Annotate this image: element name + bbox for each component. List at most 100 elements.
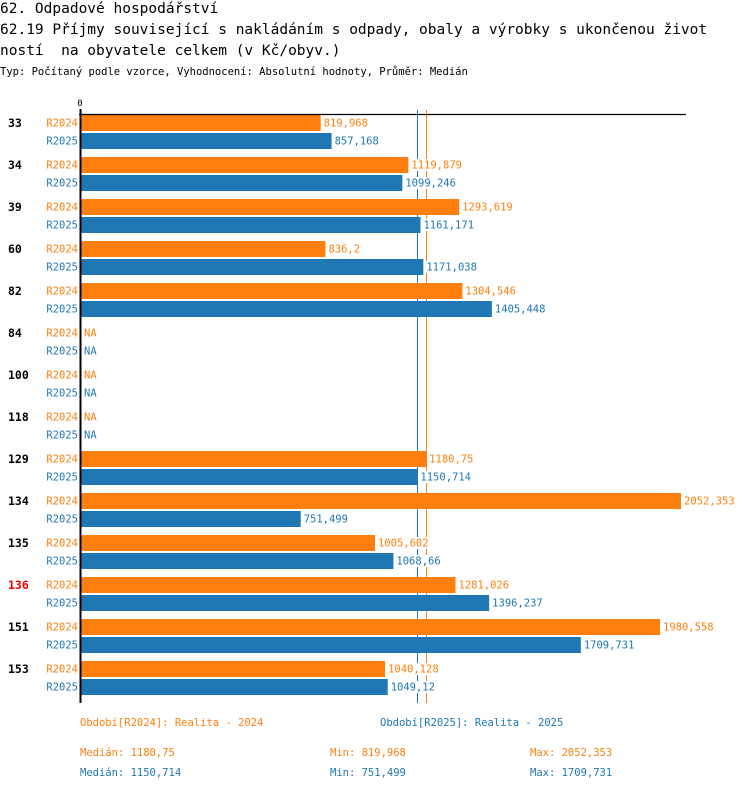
bar-r2025 <box>81 553 394 569</box>
value-label: 1709,731 <box>584 640 635 652</box>
series-label: R2024 <box>46 538 78 550</box>
value-label-bg <box>582 639 637 651</box>
value-label: 1049,12 <box>391 682 435 694</box>
bar-r2024 <box>81 115 321 131</box>
bar-r2025 <box>81 301 492 317</box>
value-label: 1293,619 <box>462 202 513 214</box>
value-label: 1171,038 <box>426 262 477 274</box>
bar-r2025 <box>81 133 332 149</box>
bar-r2024 <box>81 493 681 509</box>
series-label: R2025 <box>46 178 78 190</box>
value-label-na: NA <box>84 370 97 382</box>
value-label: 1980,558 <box>663 622 714 634</box>
stat-r2025-max: Max: 1709,731 <box>530 767 613 779</box>
value-label: 1040,128 <box>388 664 439 676</box>
category-label: 34 <box>8 158 22 172</box>
bar-r2024 <box>81 661 386 677</box>
value-label: 2052,353 <box>684 496 735 508</box>
value-label-bg <box>464 285 518 297</box>
bar-r2025 <box>81 637 581 653</box>
value-label: 1180,75 <box>429 454 473 466</box>
bar-r2024 <box>81 451 427 467</box>
series-label: R2025 <box>46 472 78 484</box>
stat-r2024-max: Max: 2052,353 <box>530 747 613 759</box>
series-label: R2025 <box>46 262 78 274</box>
bar-r2024 <box>81 199 460 215</box>
value-label-bg <box>302 513 350 525</box>
bar-r2025 <box>81 511 301 527</box>
value-label-na: NA <box>84 328 97 340</box>
series-label: R2025 <box>46 220 78 232</box>
category-label: 136 <box>8 578 29 592</box>
legend-r2025-period: Období[R2025]: Realita - 2025 <box>380 717 564 729</box>
value-label-bg <box>376 537 431 549</box>
value-label-na: NA <box>84 388 97 400</box>
value-label-bg <box>327 243 362 255</box>
value-label: 836,2 <box>328 244 360 256</box>
value-label: 1304,546 <box>465 286 516 298</box>
series-label: R2024 <box>46 664 78 676</box>
series-label: R2024 <box>46 580 78 592</box>
value-label-bg <box>493 303 548 315</box>
category-label: 82 <box>8 284 22 298</box>
legend-r2024-period: Období[R2024]: Realita - 2024 <box>80 717 264 729</box>
category-label: 100 <box>8 368 29 382</box>
series-label: R2024 <box>46 286 78 298</box>
value-label: 1281,026 <box>459 580 510 592</box>
stat-r2025-median: Medián: 1150,714 <box>80 767 182 779</box>
value-label-bg <box>419 471 473 483</box>
series-label: R2024 <box>46 118 78 130</box>
value-label: 1119,879 <box>411 160 462 172</box>
series-label: R2024 <box>46 244 78 256</box>
value-label-bg <box>404 177 458 189</box>
series-label: R2025 <box>46 346 78 358</box>
value-label-na: NA <box>84 412 97 424</box>
series-label: R2025 <box>46 640 78 652</box>
value-label: 1099,246 <box>405 178 456 190</box>
series-label: R2024 <box>46 202 78 214</box>
chart-title-line1: 62.19 Příjmy související s nakládáním s … <box>0 22 708 38</box>
series-label: R2024 <box>46 160 78 172</box>
bar-r2024 <box>81 577 456 593</box>
value-label: 1396,237 <box>492 598 543 610</box>
value-label-bg <box>457 579 511 591</box>
value-label: 751,499 <box>304 514 348 526</box>
value-label: 1005,602 <box>378 538 429 550</box>
series-label: R2025 <box>46 430 78 442</box>
series-label: R2025 <box>46 304 78 316</box>
value-label-na: NA <box>84 346 97 358</box>
value-label-bg <box>683 495 737 507</box>
category-label: 129 <box>8 452 29 466</box>
value-label-bg <box>389 681 437 693</box>
bar-r2025 <box>81 679 388 695</box>
series-label: R2024 <box>46 370 78 382</box>
series-label: R2025 <box>46 598 78 610</box>
value-label-bg <box>491 597 545 609</box>
series-label: R2024 <box>46 496 78 508</box>
bar-r2024 <box>81 157 409 173</box>
bar-r2025 <box>81 595 490 611</box>
stat-r2025-min: Min: 751,499 <box>330 767 406 779</box>
value-label: 1405,448 <box>495 304 546 316</box>
value-label-bg <box>422 219 476 231</box>
bar-r2025 <box>81 175 403 191</box>
series-label: R2024 <box>46 328 78 340</box>
bar-r2024 <box>81 535 375 551</box>
chart-title-line2: ností na obyvatele celkem (v Kč/obyv.) <box>0 43 341 59</box>
category-label: 33 <box>8 116 22 130</box>
bar-r2024 <box>81 619 661 635</box>
bar-r2024 <box>81 241 326 257</box>
series-label: R2024 <box>46 622 78 634</box>
value-label-bg <box>410 159 464 171</box>
bar-r2025 <box>81 469 418 485</box>
series-label: R2024 <box>46 454 78 466</box>
value-label-bg <box>461 201 515 213</box>
bar-r2024 <box>81 283 463 299</box>
category-label: 153 <box>8 662 29 676</box>
value-label: 1068,66 <box>396 556 440 568</box>
chart-subtitle: Typ: Počítaný podle vzorce, Vyhodnocení:… <box>0 66 468 78</box>
category-label: 60 <box>8 242 22 256</box>
value-label-bg <box>428 453 475 465</box>
stat-r2024-median: Medián: 1180,75 <box>80 747 175 759</box>
